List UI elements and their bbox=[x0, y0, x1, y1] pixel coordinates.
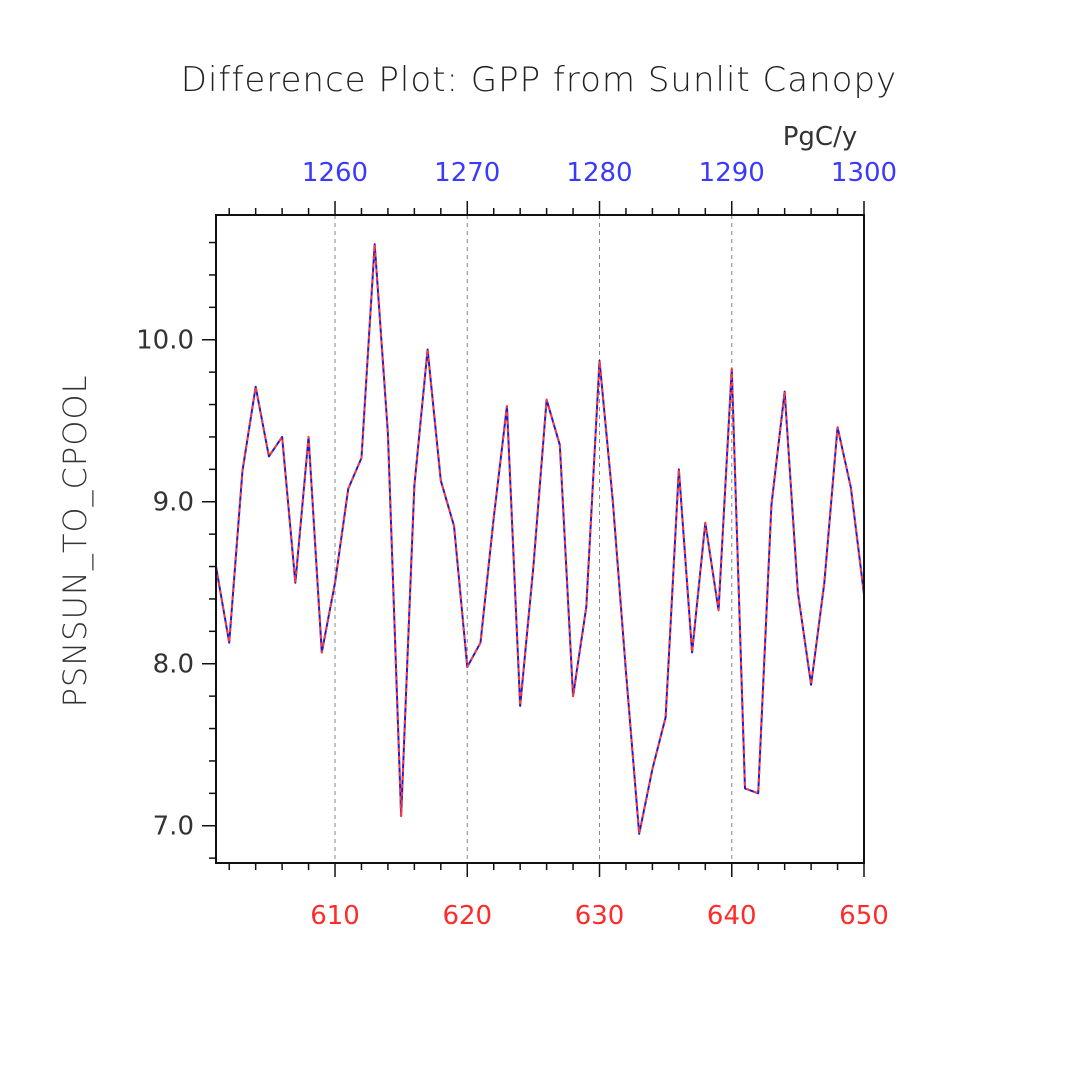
top-axis-unit-label: PgC/y bbox=[783, 122, 857, 152]
x-tick-label-top-3: 1290 bbox=[699, 158, 765, 188]
x-tick-label-top-2: 1280 bbox=[566, 158, 632, 188]
series-lines bbox=[215, 243, 865, 835]
x-tick-label-bottom-0: 610 bbox=[310, 901, 360, 931]
series-line-2 bbox=[215, 243, 865, 835]
tick-marks bbox=[202, 201, 865, 877]
plot-frame bbox=[215, 214, 865, 864]
y-tick-label-3: 10.0 bbox=[136, 326, 194, 356]
x-tick-label-bottom-2: 630 bbox=[575, 901, 625, 931]
x-tick-label-bottom-1: 620 bbox=[442, 901, 492, 931]
axes bbox=[215, 214, 865, 864]
y-tick-label-1: 8.0 bbox=[153, 650, 194, 680]
x-tick-label-top-1: 1270 bbox=[434, 158, 500, 188]
x-tick-label-bottom-4: 650 bbox=[839, 901, 889, 931]
x-tick-label-top-4: 1300 bbox=[831, 158, 897, 188]
x-tick-label-top-0: 1260 bbox=[302, 158, 368, 188]
y-axis-label: PSNSUN_TO_CPOOL bbox=[56, 375, 94, 708]
x-tick-label-bottom-3: 640 bbox=[707, 901, 757, 931]
y-tick-label-0: 7.0 bbox=[153, 812, 194, 842]
tick-labels: 7.0 8.0 9.0 10.0 610 620 630 640 650 1260 1270 1280… bbox=[136, 158, 897, 931]
y-tick-label-2: 9.0 bbox=[153, 488, 194, 518]
grid-lines bbox=[334, 215, 733, 863]
series-line-1 bbox=[215, 243, 865, 835]
chart-title: Difference Plot: GPP from Sunlit Canopy bbox=[181, 60, 897, 100]
